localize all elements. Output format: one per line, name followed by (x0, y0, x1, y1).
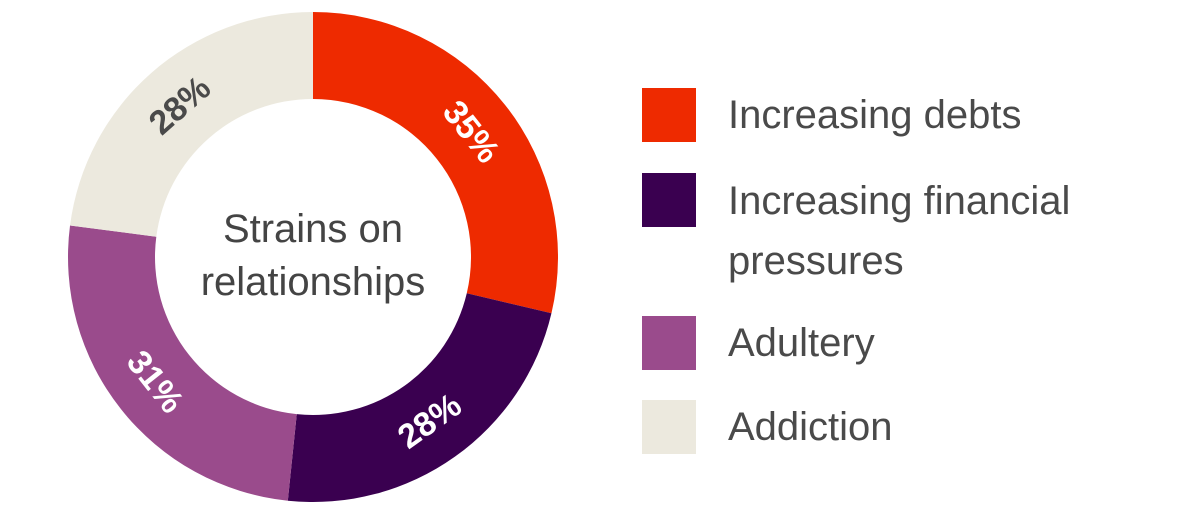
legend-label-adultery: Adultery (728, 317, 1168, 369)
legend-label-line: Increasing debts (728, 93, 1022, 137)
legend-swatch-increasing-financial-pressures (642, 173, 696, 227)
center-title-line-2: relationships (200, 260, 426, 304)
donut-slice-adultery (68, 225, 297, 501)
legend-label-line: Addiction (728, 405, 893, 449)
legend-label-line: Increasing financial (728, 179, 1071, 223)
legend-label-increasing-debts: Increasing debts (728, 89, 1168, 141)
legend-label-line: pressures (728, 239, 904, 283)
chart-center-title: Strains on relationships (170, 203, 456, 309)
legend-swatch-increasing-debts (642, 88, 696, 142)
donut-slice-addiction (70, 12, 313, 237)
donut-slice-increasing-debts (313, 12, 558, 314)
legend-label-line: Adultery (728, 321, 875, 365)
legend-swatch-addiction (642, 400, 696, 454)
legend-swatch-adultery (642, 316, 696, 370)
legend-label-addiction: Addiction (728, 401, 1168, 453)
center-title-line-1: Strains on (222, 207, 404, 251)
legend-label-increasing-financial-pressures: Increasing financial pressures (728, 171, 1168, 291)
donut-slice-increasing-financial-pressures (287, 293, 552, 502)
